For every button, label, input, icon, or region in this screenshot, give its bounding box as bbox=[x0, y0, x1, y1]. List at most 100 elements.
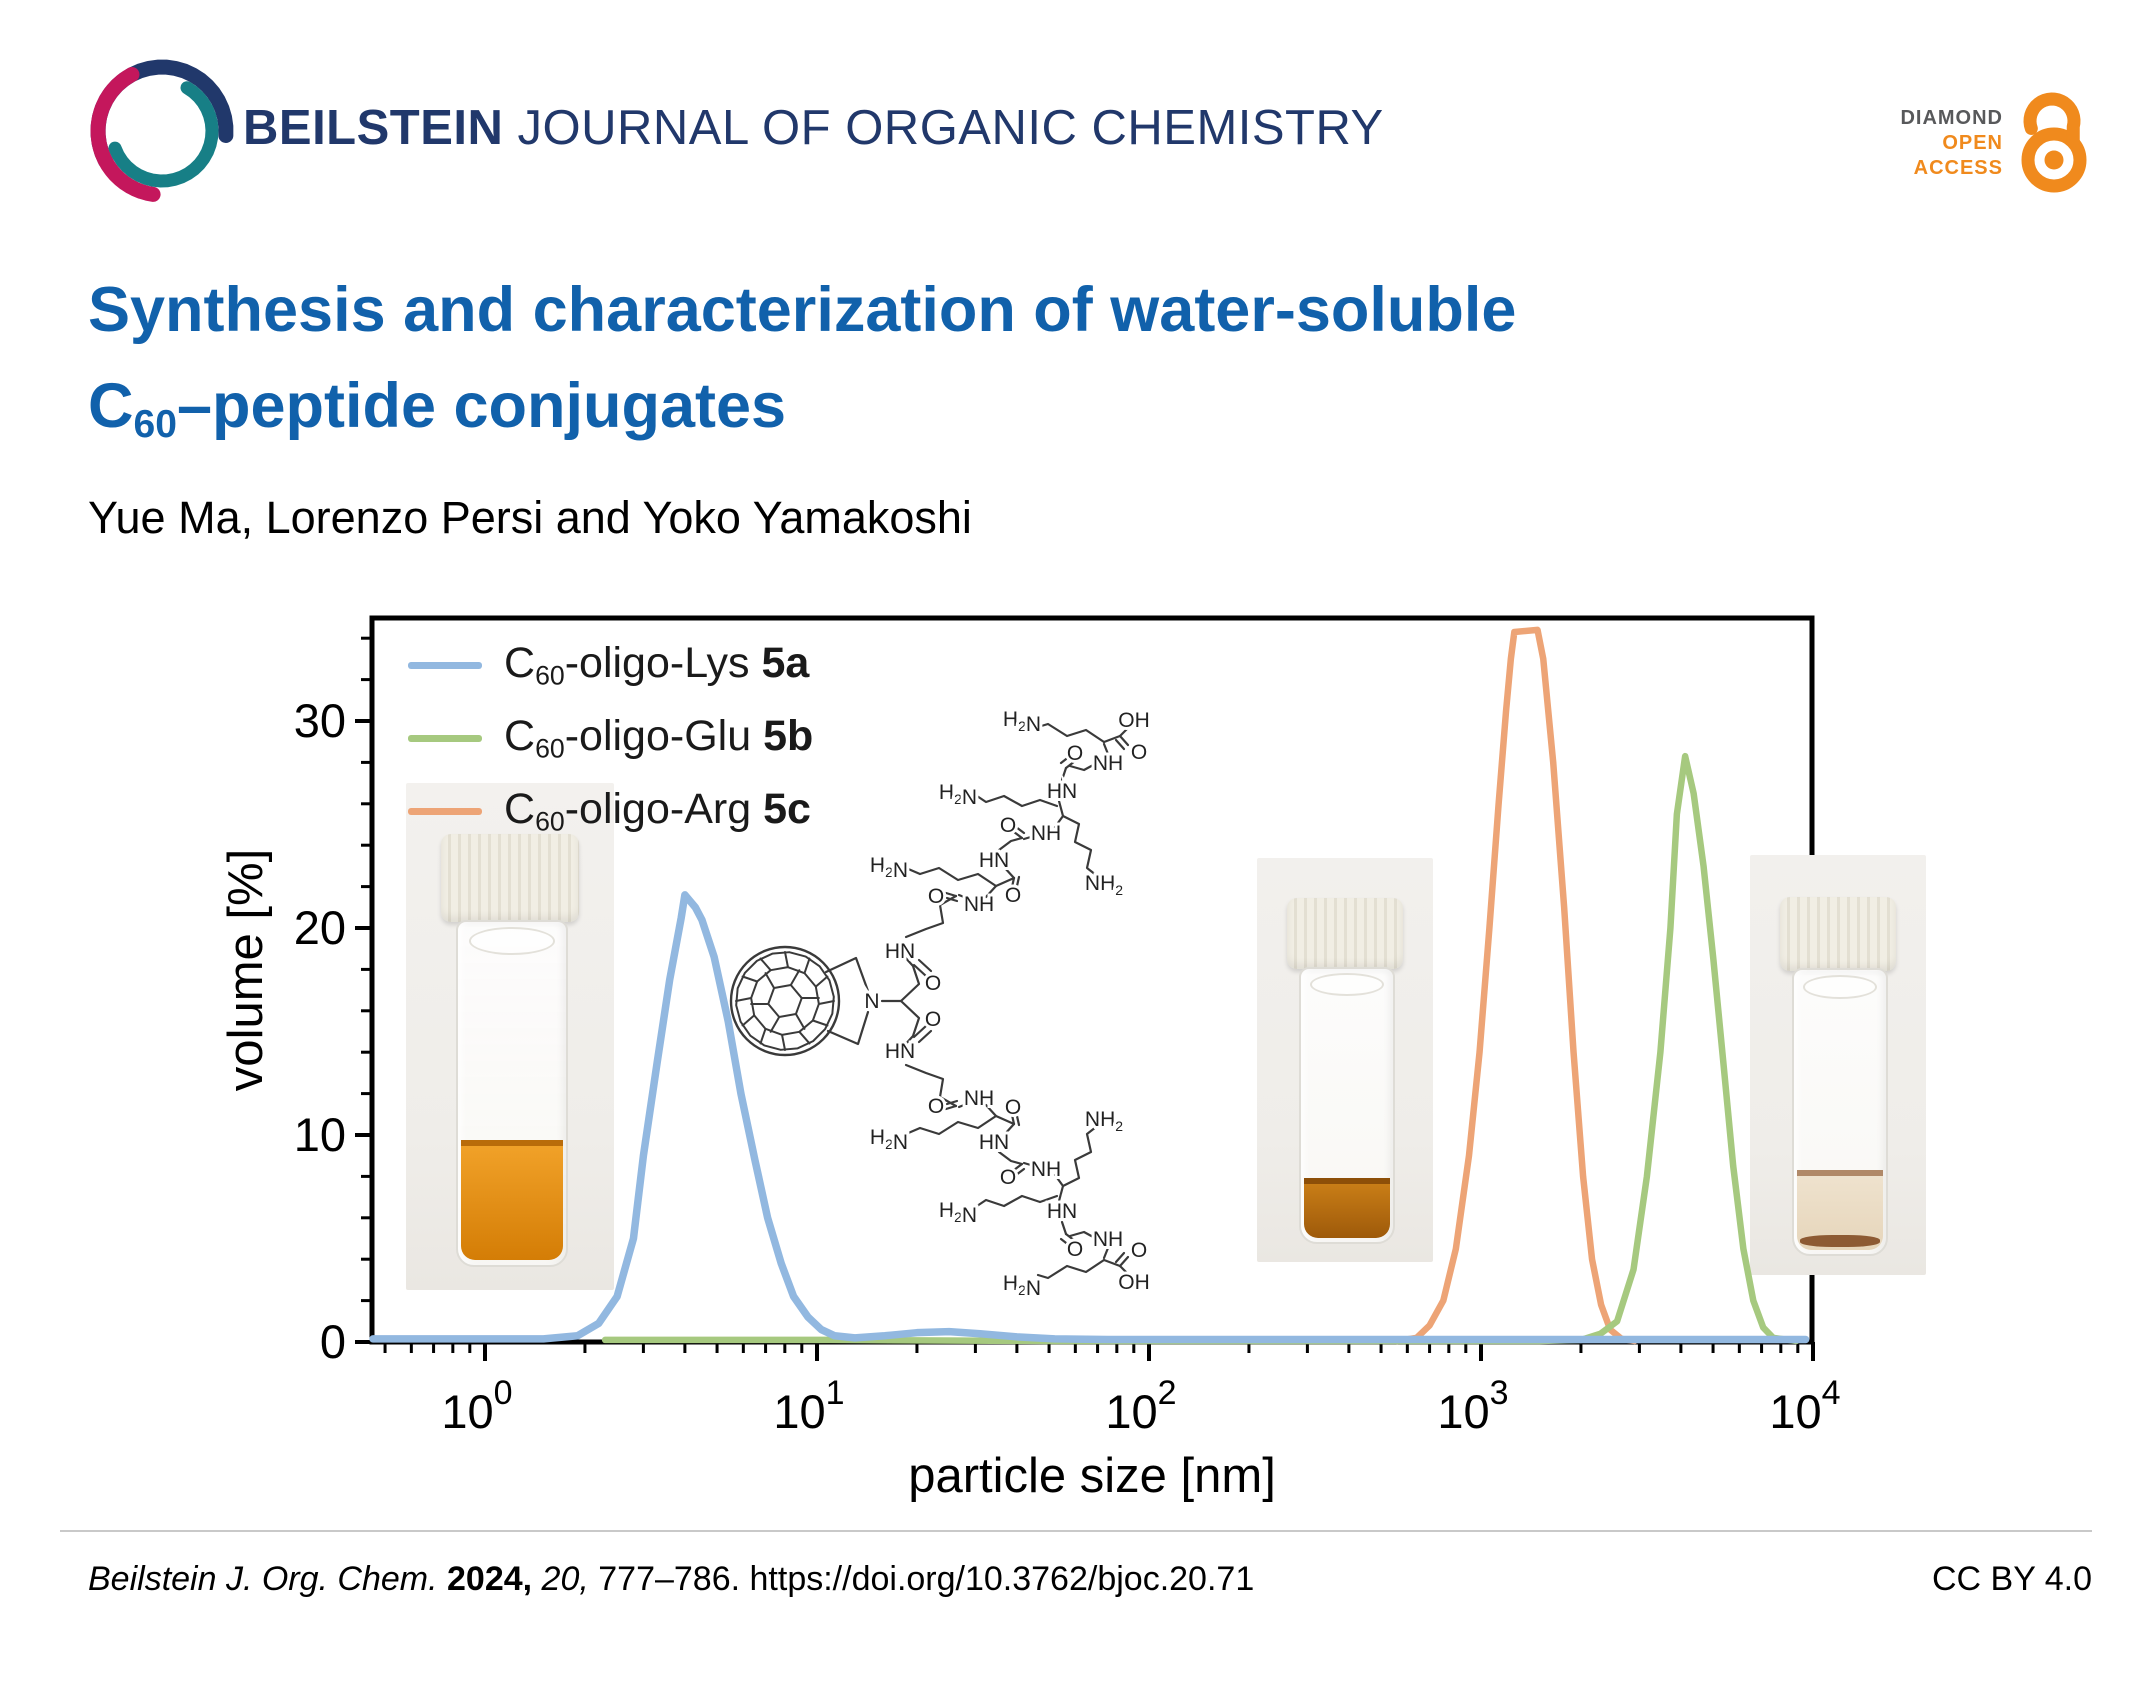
atom-label: O bbox=[1000, 814, 1016, 837]
vial-5b-photo bbox=[1750, 855, 1926, 1275]
series-c60-oligo-arg-5c bbox=[1394, 626, 1638, 1345]
citation-journal: Beilstein J. Org. Chem. bbox=[88, 1560, 448, 1598]
bond bbox=[1064, 759, 1077, 770]
liquid-surface bbox=[1796, 1170, 1884, 1177]
bond bbox=[1012, 830, 1024, 840]
bond bbox=[1068, 1230, 1097, 1240]
atom-label: NH bbox=[964, 1087, 994, 1110]
atom-label: H2N bbox=[939, 1199, 977, 1227]
badge-diamond-label: DIAMOND bbox=[1900, 107, 2003, 129]
bond bbox=[904, 1114, 998, 1136]
atom-label: HN bbox=[1047, 780, 1077, 803]
x-tick-label: 104 bbox=[1769, 1374, 1840, 1438]
citation-pages-doi: 777–786. https://doi.org/10.3762/bjoc.20… bbox=[598, 1560, 1255, 1598]
bond bbox=[899, 953, 921, 1003]
c60-peptide-structure: NHNHNOOOONHNHH2NH2NOOHNHNOONHNHNH2NH2HNH… bbox=[729, 705, 1153, 1303]
bond bbox=[1102, 742, 1110, 756]
bond bbox=[972, 792, 1059, 808]
bond bbox=[1010, 876, 1016, 889]
x-tick-label: 102 bbox=[1105, 1374, 1176, 1438]
atom-label: NH bbox=[1031, 1158, 1061, 1181]
bond bbox=[1114, 738, 1126, 751]
bond bbox=[904, 894, 958, 939]
vial-cap bbox=[1286, 898, 1404, 970]
bond bbox=[1060, 1220, 1068, 1236]
bond bbox=[912, 1024, 928, 1039]
atom-label: OH bbox=[1118, 709, 1150, 732]
bond bbox=[904, 1063, 958, 1108]
bond bbox=[1014, 825, 1026, 835]
atom-label: O bbox=[1000, 1166, 1016, 1189]
bond bbox=[1061, 814, 1098, 877]
bond bbox=[1068, 762, 1097, 772]
legend-label: C60-oligo-Lys 5a bbox=[504, 639, 810, 691]
liquid-surface bbox=[460, 1139, 564, 1146]
vial-glass bbox=[1299, 967, 1395, 1244]
bond bbox=[1114, 1251, 1126, 1264]
y-axis-title: volume [%] bbox=[219, 848, 273, 1092]
atom-label: O bbox=[1067, 742, 1083, 765]
badge-access-label: ACCESS bbox=[1913, 157, 2003, 179]
author-list: Yue Ma, Lorenzo Persi and Yoko Yamakoshi bbox=[88, 492, 972, 543]
legend-line-swatch bbox=[408, 808, 482, 815]
bond bbox=[944, 1104, 958, 1111]
vial-neck bbox=[1803, 974, 1877, 999]
lock-shackle bbox=[2023, 92, 2081, 148]
x-tick-label: 101 bbox=[773, 1374, 844, 1438]
vial-neck bbox=[468, 927, 556, 956]
bond bbox=[1022, 834, 1036, 841]
atom-label: O bbox=[1131, 1239, 1147, 1262]
atom-label: HN bbox=[1047, 1200, 1077, 1223]
bond bbox=[1002, 865, 1016, 880]
atom-label: O bbox=[925, 1008, 941, 1031]
title-line2-subscript: 60 bbox=[133, 402, 177, 446]
bond bbox=[1002, 1122, 1016, 1137]
title-line1: Synthesis and characterization of water-… bbox=[88, 275, 1517, 345]
x-axis-title: particle size [nm] bbox=[908, 1449, 1276, 1503]
vial-neck bbox=[1310, 973, 1384, 997]
atom-label: O bbox=[1005, 1096, 1021, 1119]
fullerene-ball bbox=[729, 945, 841, 1057]
vial-sediment bbox=[1799, 1234, 1880, 1248]
atom-label: HN bbox=[885, 1040, 915, 1063]
bond bbox=[1118, 734, 1130, 747]
legend-item-5c: C60-oligo-Arg 5c bbox=[408, 775, 813, 848]
x-tick-label: 103 bbox=[1437, 1374, 1508, 1438]
atom-label: OH bbox=[1118, 1271, 1150, 1294]
atom-label: NH bbox=[1093, 1228, 1123, 1251]
bond bbox=[824, 956, 870, 993]
vial-cap bbox=[1779, 897, 1897, 971]
legend-line-swatch bbox=[408, 735, 482, 742]
vial-glass bbox=[455, 919, 569, 1268]
series-c60-oligo-lys-5a bbox=[369, 891, 1810, 1344]
atom-label: NH bbox=[1093, 752, 1123, 775]
atom-label: NH2 bbox=[1085, 872, 1123, 898]
bond bbox=[997, 1150, 1024, 1166]
open-access-badge: DIAMOND OPEN ACCESS bbox=[1790, 106, 2003, 181]
logo-swirl-arc-1 bbox=[90, 66, 161, 202]
atom-label: H2N bbox=[1003, 708, 1041, 736]
vial-cap bbox=[441, 833, 579, 923]
liquid-surface bbox=[1303, 1177, 1391, 1184]
legend-label: C60-oligo-Glu 5b bbox=[504, 712, 814, 764]
bond bbox=[1064, 1232, 1077, 1243]
vial-glass bbox=[1792, 968, 1888, 1257]
atom-label: H2N bbox=[870, 854, 908, 882]
lock-body bbox=[2021, 127, 2087, 193]
article-title: Synthesis and characterization of water-… bbox=[88, 262, 1516, 473]
vial-5c-photo bbox=[1257, 858, 1433, 1262]
bond bbox=[945, 1099, 959, 1106]
bond bbox=[1036, 1258, 1106, 1280]
atom-label: N bbox=[864, 990, 879, 1013]
atom-label: O bbox=[1067, 1238, 1083, 1261]
legend-label: C60-oligo-Arg 5c bbox=[504, 785, 811, 837]
bond bbox=[1010, 1113, 1016, 1126]
atom-label: NH bbox=[964, 893, 994, 916]
bond bbox=[957, 1101, 971, 1109]
atom-label: H2N bbox=[1003, 1272, 1041, 1300]
bond bbox=[1118, 1255, 1130, 1268]
y-tick-label: 10 bbox=[294, 1108, 346, 1161]
bond bbox=[1059, 754, 1072, 765]
